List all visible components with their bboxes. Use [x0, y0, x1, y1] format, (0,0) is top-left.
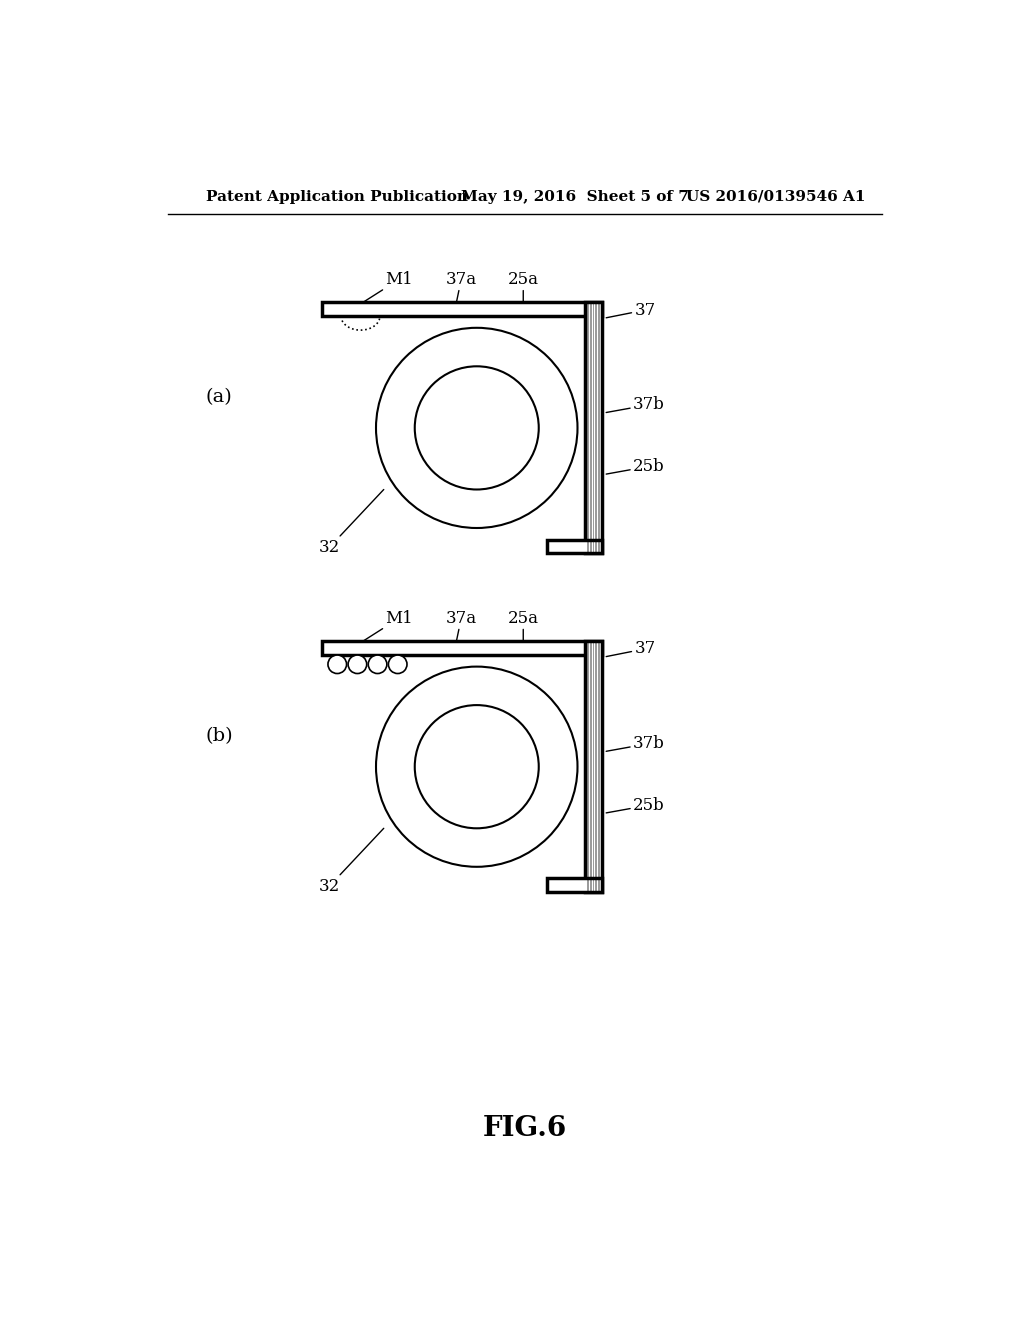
Circle shape — [415, 367, 539, 490]
Circle shape — [415, 705, 539, 829]
Bar — [547, 540, 602, 553]
Text: US 2016/0139546 A1: US 2016/0139546 A1 — [686, 190, 865, 203]
Circle shape — [376, 327, 578, 528]
Bar — [586, 302, 602, 553]
Text: May 19, 2016  Sheet 5 of 7: May 19, 2016 Sheet 5 of 7 — [461, 190, 689, 203]
Text: 37b: 37b — [606, 735, 665, 752]
Bar — [547, 878, 602, 892]
Text: 37a: 37a — [445, 610, 477, 655]
Text: Patent Application Publication: Patent Application Publication — [206, 190, 468, 203]
Text: 25a: 25a — [508, 271, 539, 317]
Text: (b): (b) — [206, 727, 233, 744]
Text: M1: M1 — [341, 271, 413, 317]
Text: 25a: 25a — [508, 610, 539, 655]
Circle shape — [388, 655, 407, 673]
Bar — [322, 302, 602, 317]
Text: 25b: 25b — [606, 797, 665, 813]
Text: 32: 32 — [318, 490, 384, 556]
Bar — [586, 642, 602, 892]
Text: FIG.6: FIG.6 — [482, 1115, 567, 1142]
Text: 37b: 37b — [606, 396, 665, 413]
Circle shape — [369, 655, 387, 673]
Text: 37: 37 — [606, 301, 655, 318]
Text: 25b: 25b — [606, 458, 665, 475]
Circle shape — [376, 667, 578, 867]
Text: 32: 32 — [318, 829, 384, 895]
Text: M1: M1 — [341, 610, 413, 655]
Bar — [322, 642, 602, 655]
Circle shape — [328, 655, 346, 673]
Text: (a): (a) — [206, 388, 232, 407]
Text: 37: 37 — [606, 640, 655, 657]
Circle shape — [348, 655, 367, 673]
Text: 37a: 37a — [445, 271, 477, 317]
